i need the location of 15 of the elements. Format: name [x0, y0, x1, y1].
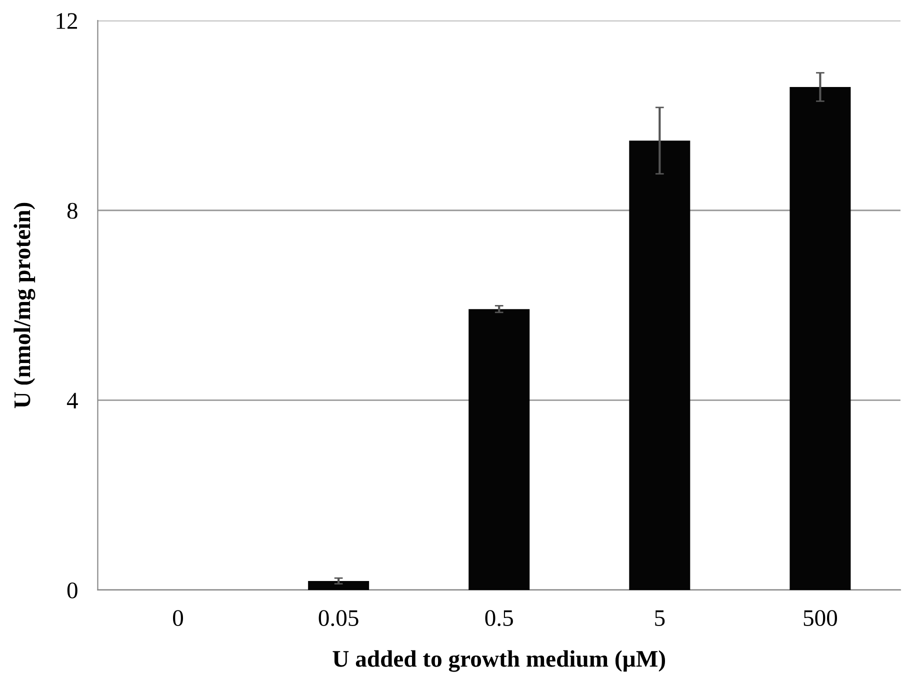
x-tick-label: 0	[173, 610, 184, 626]
x-tick-label: 500	[804, 610, 838, 626]
bar	[468, 309, 530, 590]
bar	[629, 140, 690, 590]
y-tick-label: 4	[66, 392, 78, 408]
y-tick-label: 12	[56, 13, 77, 29]
y-tick-label: 8	[67, 202, 78, 219]
y-axis-title: U (nmol/mg protein)	[14, 202, 36, 408]
x-tick-label: 0.05	[318, 610, 358, 626]
bar	[308, 580, 370, 590]
y-tick-label: 0	[67, 582, 78, 598]
x-tick-label: 5	[655, 610, 665, 626]
x-axis-title: U added to growth medium (µM)	[332, 650, 666, 672]
x-tick-label: 0.5	[485, 610, 513, 626]
bar	[790, 87, 851, 590]
